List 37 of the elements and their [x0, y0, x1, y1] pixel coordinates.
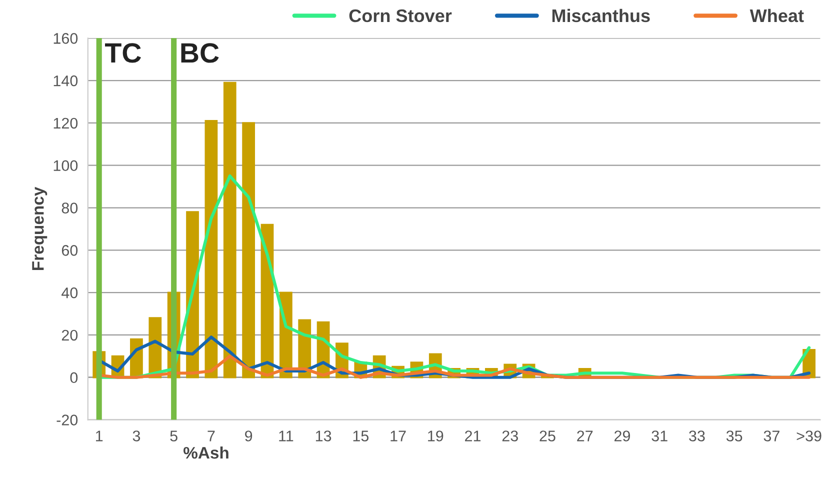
ref-line-label: TC: [105, 43, 141, 63]
y-tick-label: 60: [62, 245, 78, 256]
x-tick-label: >39: [796, 430, 822, 442]
x-tick-label: 13: [316, 430, 332, 442]
x-axis-title: %Ash: [184, 446, 228, 459]
x-tick-label: 1: [96, 430, 103, 442]
legend-label: Wheat: [750, 8, 804, 22]
y-axis-title: Frequency: [32, 186, 48, 270]
y-tick-label: 40: [62, 287, 78, 298]
x-tick-label: 23: [502, 430, 518, 442]
x-tick-label: 17: [390, 430, 406, 442]
y-tick-label: 20: [62, 330, 78, 341]
y-tick-label: 120: [54, 118, 78, 129]
x-tick-label: 3: [132, 430, 140, 442]
legend-label: Miscanthus: [552, 8, 650, 22]
x-tick-label: 11: [279, 430, 294, 442]
x-tick-label: 25: [540, 430, 556, 442]
legend-label: Corn Stover: [349, 9, 452, 22]
ref-line-label: BC: [181, 43, 219, 63]
x-tick-label: 31: [652, 430, 668, 442]
x-tick-label: 21: [465, 430, 481, 442]
y-tick-label: 140: [54, 75, 78, 86]
y-tick-label: 0: [70, 372, 78, 384]
x-tick-label: 33: [689, 430, 705, 442]
x-tick-label: 37: [764, 430, 780, 442]
x-tick-label: 35: [726, 430, 742, 442]
x-tick-label: 19: [428, 430, 444, 442]
x-tick-label: 29: [614, 430, 630, 442]
x-tick-label: 27: [577, 430, 593, 442]
y-tick-label: 160: [54, 33, 78, 44]
y-tick-label: 100: [54, 160, 78, 172]
y-tick-label: -20: [56, 414, 78, 426]
x-tick-label: 5: [170, 430, 178, 442]
x-tick-label: 9: [245, 430, 252, 442]
x-tick-label: 7: [208, 430, 215, 442]
x-tick-label: 15: [353, 430, 369, 442]
y-tick-label: 80: [62, 202, 78, 214]
